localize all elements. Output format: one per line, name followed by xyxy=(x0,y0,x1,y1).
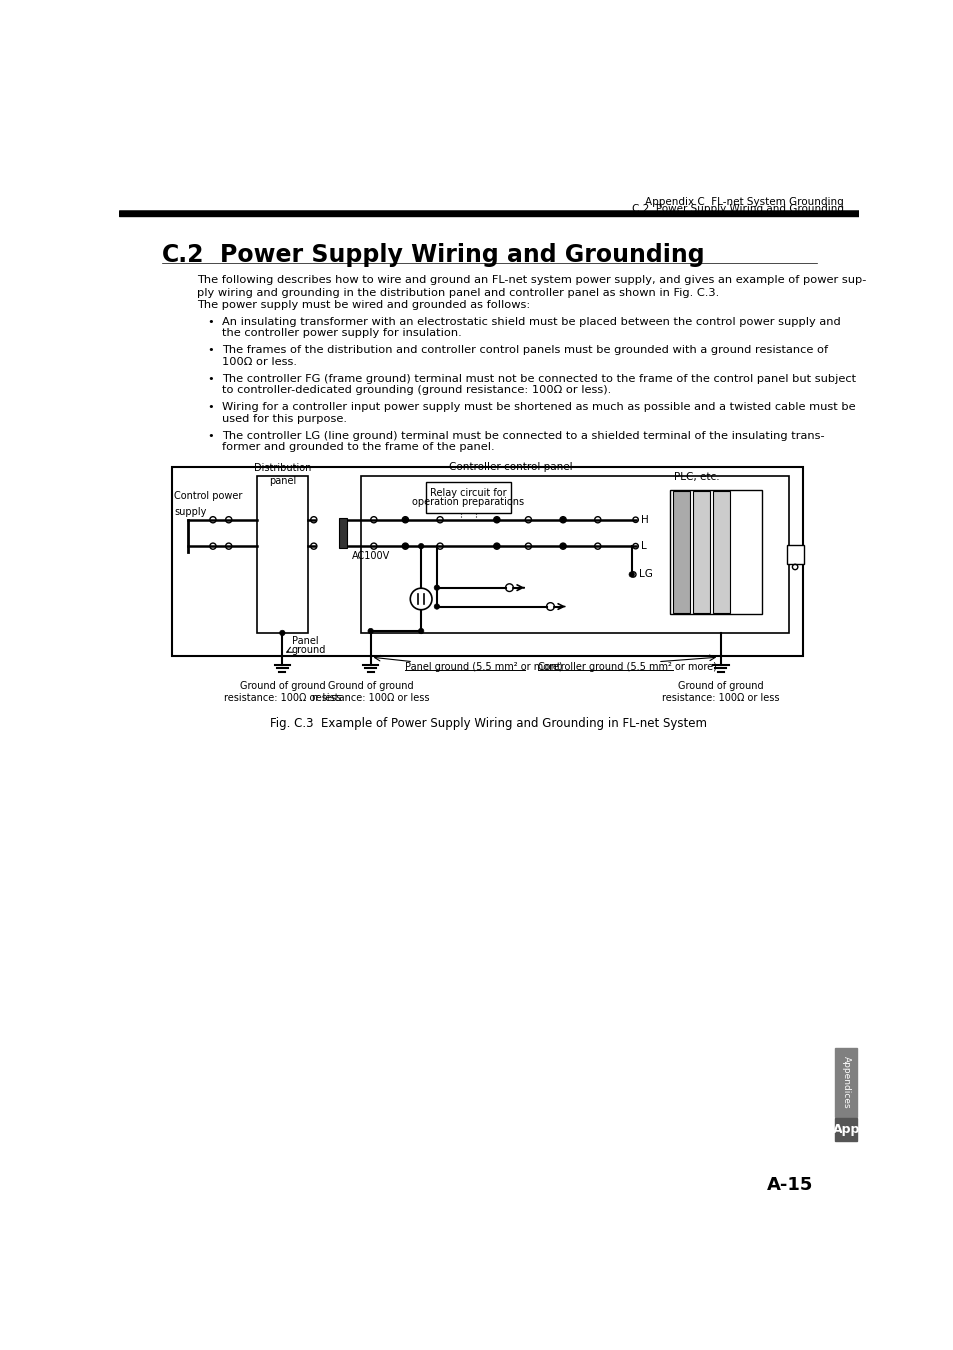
Text: L: L xyxy=(640,541,646,551)
Circle shape xyxy=(494,544,499,549)
Bar xyxy=(257,477,307,633)
Text: •: • xyxy=(208,374,214,383)
Bar xyxy=(172,467,802,656)
Text: panel: panel xyxy=(269,475,295,486)
Text: The frames of the distribution and controller control panels must be grounded wi: The frames of the distribution and contr… xyxy=(222,346,827,355)
Text: Appendix C  FL-net System Grounding: Appendix C FL-net System Grounding xyxy=(644,197,843,207)
Text: App: App xyxy=(832,1123,859,1137)
Text: Relay circuit for: Relay circuit for xyxy=(430,489,506,498)
Circle shape xyxy=(494,517,499,522)
Text: •: • xyxy=(208,317,214,327)
Text: •: • xyxy=(208,402,214,412)
Text: •: • xyxy=(208,431,214,440)
Text: Distribution: Distribution xyxy=(253,463,311,472)
Text: Ground of ground
resistance: 100Ω or less: Ground of ground resistance: 100Ω or les… xyxy=(223,680,341,702)
Text: A-15: A-15 xyxy=(765,1176,812,1193)
Bar xyxy=(361,477,788,633)
Bar xyxy=(670,490,761,614)
Text: Panel ground (5.5 mm² or more): Panel ground (5.5 mm² or more) xyxy=(405,662,562,672)
Bar xyxy=(835,1048,856,1116)
Circle shape xyxy=(628,572,634,578)
Bar xyxy=(835,1118,856,1142)
Bar xyxy=(712,491,729,613)
Text: Control power: Control power xyxy=(174,491,242,501)
Bar xyxy=(425,482,511,513)
Text: 100Ω or less.: 100Ω or less. xyxy=(222,356,297,367)
Text: ground: ground xyxy=(292,645,326,655)
Text: Ground of ground
resistance: 100Ω or less: Ground of ground resistance: 100Ω or les… xyxy=(312,680,429,702)
Bar xyxy=(672,491,689,613)
Text: Fig. C.3  Example of Power Supply Wiring and Grounding in FL-net System: Fig. C.3 Example of Power Supply Wiring … xyxy=(270,717,707,730)
Text: •: • xyxy=(208,346,214,355)
Circle shape xyxy=(559,544,565,549)
Bar xyxy=(692,491,709,613)
Text: H: H xyxy=(640,514,648,525)
Text: Controller control panel: Controller control panel xyxy=(449,462,572,471)
Text: FG: FG xyxy=(787,549,801,560)
Text: C.2: C.2 xyxy=(162,243,204,267)
Circle shape xyxy=(402,544,408,549)
Text: used for this purpose.: used for this purpose. xyxy=(222,414,347,424)
Text: to controller-dedicated grounding (ground resistance: 100Ω or less).: to controller-dedicated grounding (groun… xyxy=(222,385,611,396)
Circle shape xyxy=(418,628,423,633)
Text: ply wiring and grounding in the distribution panel and controller panel as shown: ply wiring and grounding in the distribu… xyxy=(196,288,719,297)
Bar xyxy=(338,518,347,548)
Text: C.2  Power Supply Wiring and Grounding: C.2 Power Supply Wiring and Grounding xyxy=(631,204,843,215)
Text: PLC, etc.: PLC, etc. xyxy=(674,472,720,482)
Circle shape xyxy=(368,628,373,633)
Text: The controller FG (frame ground) terminal must not be connected to the frame of : The controller FG (frame ground) termina… xyxy=(222,374,856,383)
Text: An insulating transformer with an electrostatic shield must be placed between th: An insulating transformer with an electr… xyxy=(222,317,841,327)
Text: The power supply must be wired and grounded as follows:: The power supply must be wired and groun… xyxy=(196,300,530,310)
Bar xyxy=(119,211,858,216)
Text: LG: LG xyxy=(639,570,652,579)
Text: Ground of ground
resistance: 100Ω or less: Ground of ground resistance: 100Ω or les… xyxy=(661,680,779,702)
Bar xyxy=(786,545,802,564)
Text: Wiring for a controller input power supply must be shortened as much as possible: Wiring for a controller input power supp… xyxy=(222,402,855,412)
Text: Controller ground (5.5 mm² or more): Controller ground (5.5 mm² or more) xyxy=(537,662,716,672)
Text: operation preparations: operation preparations xyxy=(412,497,524,508)
Text: Appendices: Appendices xyxy=(841,1056,850,1108)
Text: AC100V: AC100V xyxy=(352,551,390,560)
Text: Power Supply Wiring and Grounding: Power Supply Wiring and Grounding xyxy=(220,243,704,267)
Circle shape xyxy=(434,603,439,609)
Circle shape xyxy=(434,585,439,590)
Text: supply: supply xyxy=(174,506,207,517)
Text: The following describes how to wire and ground an FL-net system power supply, an: The following describes how to wire and … xyxy=(196,275,865,285)
Text: former and grounded to the frame of the panel.: former and grounded to the frame of the … xyxy=(222,443,495,452)
Circle shape xyxy=(279,630,285,636)
Circle shape xyxy=(559,517,565,522)
Circle shape xyxy=(418,544,423,549)
Text: The controller LG (line ground) terminal must be connected to a shielded termina: The controller LG (line ground) terminal… xyxy=(222,431,824,440)
Text: Panel: Panel xyxy=(292,636,318,647)
Text: the controller power supply for insulation.: the controller power supply for insulati… xyxy=(222,328,461,339)
Circle shape xyxy=(402,517,408,522)
